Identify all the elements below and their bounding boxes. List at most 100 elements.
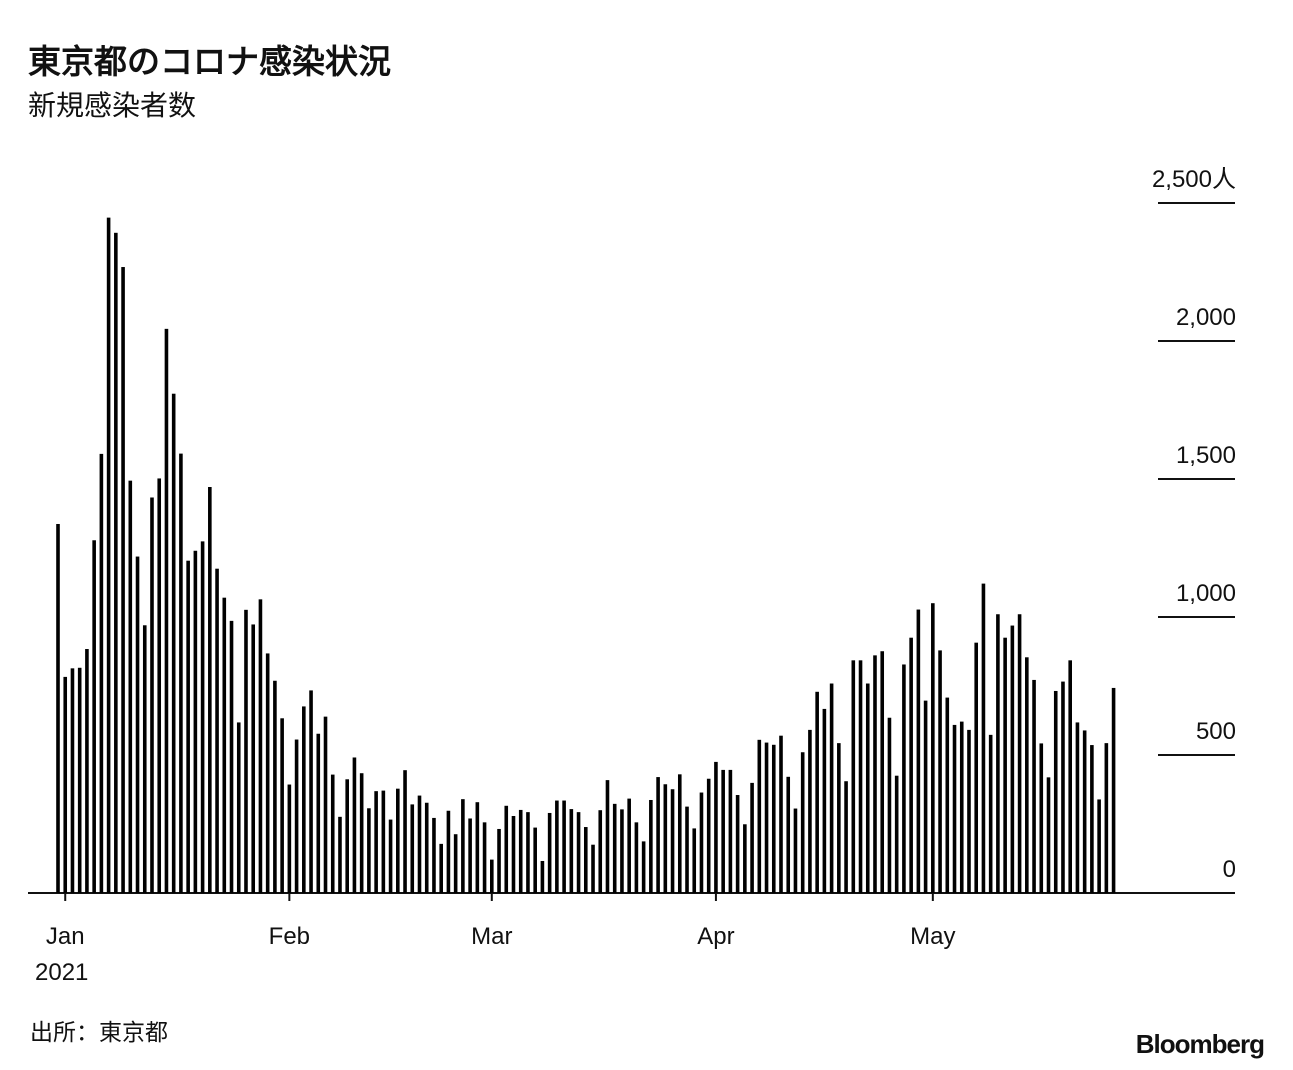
- bar: [576, 812, 581, 893]
- bar: [1097, 799, 1101, 893]
- bar: [526, 812, 530, 893]
- bar: [656, 777, 660, 893]
- bar: [504, 805, 509, 893]
- bar: [482, 822, 487, 893]
- bar: [381, 790, 386, 893]
- bar: [150, 497, 154, 893]
- bar: [569, 809, 574, 893]
- bar: [829, 683, 834, 893]
- bar: [858, 660, 863, 893]
- bar: [714, 761, 718, 893]
- bar: [677, 774, 682, 893]
- bar: [1111, 687, 1116, 893]
- bar: [540, 860, 545, 893]
- bar: [432, 817, 436, 893]
- bar: [121, 267, 125, 894]
- bar: [345, 779, 349, 893]
- bar: [316, 733, 321, 893]
- bar: [128, 480, 133, 893]
- bar: [135, 556, 140, 893]
- bar: [735, 795, 740, 893]
- bar: [294, 739, 299, 893]
- bar: [757, 739, 762, 893]
- bar: [92, 540, 96, 893]
- x-tick-label: Feb: [269, 923, 310, 950]
- bar: [1068, 660, 1072, 893]
- bar: [77, 667, 82, 893]
- bar: [63, 676, 68, 893]
- bar: [302, 706, 306, 893]
- bar: [403, 770, 407, 893]
- bar: [1046, 777, 1051, 893]
- bar: [887, 717, 892, 893]
- bar: [490, 859, 494, 893]
- bar: [251, 624, 256, 893]
- source: 出所：東京都: [30, 1019, 168, 1045]
- bar: [634, 822, 639, 893]
- bar: [974, 642, 979, 893]
- y-tick-label: 0: [1223, 856, 1236, 883]
- bar: [1075, 722, 1080, 893]
- bar: [229, 620, 234, 893]
- bar: [396, 788, 400, 893]
- bar: [800, 752, 805, 893]
- bar: [779, 735, 783, 893]
- bar: [1053, 690, 1058, 893]
- bar: [981, 583, 986, 893]
- bar: [1082, 730, 1087, 893]
- bar: [844, 781, 848, 893]
- bar: [1017, 614, 1022, 893]
- bar: [851, 660, 856, 893]
- bar: [114, 232, 118, 894]
- x-tick-label: Apr: [697, 923, 734, 950]
- bar: [967, 729, 971, 893]
- bar: [193, 550, 198, 893]
- x-tick-label: Mar: [471, 923, 512, 950]
- bar: [99, 453, 104, 893]
- bar: [771, 744, 776, 893]
- year-label: 2021: [35, 959, 88, 986]
- bar: [547, 812, 552, 893]
- bar: [562, 800, 566, 893]
- bar: [945, 697, 950, 893]
- bar: [620, 809, 624, 893]
- bar: [1039, 743, 1044, 893]
- bar: [959, 721, 964, 893]
- bar: [894, 775, 899, 893]
- bar: [475, 802, 480, 893]
- bar: [309, 690, 313, 893]
- bar: [793, 808, 798, 893]
- bar: [359, 773, 364, 893]
- bar: [244, 609, 248, 893]
- bar: [598, 810, 603, 893]
- bar: [670, 789, 675, 893]
- bar: [988, 734, 993, 893]
- bar: [938, 650, 942, 893]
- bar: [1032, 679, 1036, 893]
- bar: [750, 782, 754, 893]
- bar: [699, 792, 704, 893]
- bar: [439, 843, 443, 893]
- bar: [815, 691, 819, 893]
- bar: [808, 729, 812, 893]
- bar: [367, 808, 371, 893]
- bar: [157, 478, 162, 893]
- bar: [865, 683, 870, 893]
- bar: [179, 453, 183, 893]
- x-tick-label: May: [910, 923, 955, 950]
- bar: [721, 769, 725, 893]
- bar: [1010, 625, 1015, 893]
- bar: [273, 680, 277, 893]
- bar: [931, 603, 935, 893]
- bar: [164, 328, 169, 894]
- bar: [1003, 637, 1007, 893]
- bar: [909, 637, 913, 893]
- bar: [280, 718, 284, 893]
- bar: [786, 776, 791, 893]
- bar: [287, 784, 292, 893]
- bar: [837, 743, 841, 893]
- bar: [186, 560, 190, 893]
- bar: [555, 800, 559, 893]
- bar: [663, 784, 668, 893]
- bar: [85, 649, 89, 893]
